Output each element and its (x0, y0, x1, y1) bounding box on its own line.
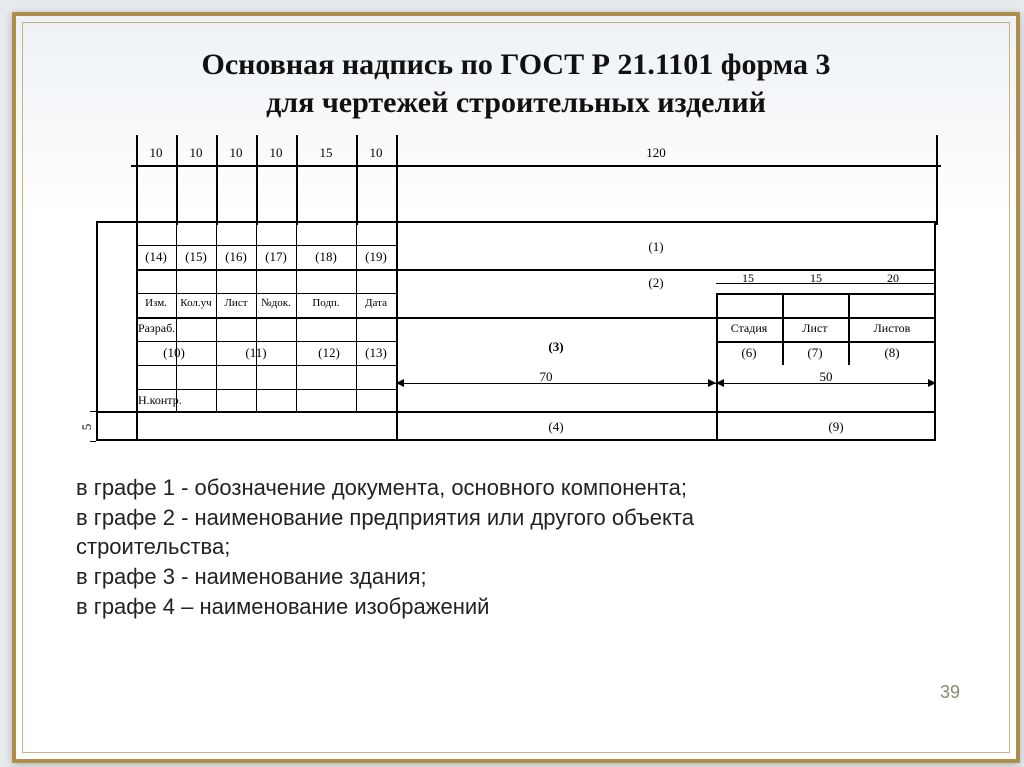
v-line (216, 221, 217, 411)
arrow-icon (716, 379, 724, 387)
dim-label: 10 (260, 145, 292, 161)
cell-razrab: Разраб. (138, 321, 214, 336)
cell: Изм. (136, 297, 176, 309)
cell: (15) (178, 249, 214, 265)
dim-label: 20 (868, 271, 918, 286)
v-line (356, 221, 357, 411)
h-line (396, 317, 936, 319)
cell-4: (4) (516, 419, 596, 435)
arrow-icon (396, 379, 404, 387)
tick (216, 135, 218, 225)
h-line (716, 341, 936, 343)
dim-top-line (131, 165, 941, 167)
h-line (136, 245, 396, 246)
cell: №док. (256, 297, 296, 309)
cell-nkontr: Н.контр. (138, 393, 214, 408)
dim-label: 70 (526, 369, 566, 385)
explain-line: в графе 1 - обозначение документа, основ… (76, 473, 956, 503)
arrow-icon (928, 379, 936, 387)
h-line (136, 341, 396, 342)
cell-2: (2) (616, 275, 696, 291)
tick (136, 135, 138, 225)
tick-5a (90, 411, 96, 412)
page-number: 39 (940, 682, 960, 703)
cell: (11) (226, 345, 286, 361)
cell: Лист (216, 297, 256, 309)
v-line (296, 221, 297, 411)
tick-5b (90, 441, 96, 442)
h-line (396, 269, 936, 271)
h-line (136, 317, 396, 319)
cell: (18) (300, 249, 352, 265)
h-line (136, 389, 396, 390)
cell-9: (9) (796, 419, 876, 435)
v-line (396, 221, 398, 441)
cell: (19) (358, 249, 394, 265)
v-line (256, 221, 257, 411)
title-line-1: Основная надпись по ГОСТ Р 21.1101 форма… (201, 48, 830, 81)
v-line (176, 221, 177, 411)
cell-1: (1) (616, 239, 696, 255)
dim-label: 10 (140, 145, 172, 161)
h-line (136, 293, 396, 294)
cell-stage: Стадия (718, 321, 780, 336)
tick (936, 135, 938, 225)
h-line (96, 411, 936, 413)
cell-7: (7) (784, 345, 846, 361)
tick (356, 135, 358, 225)
cell: (12) (306, 345, 352, 361)
title-block-diagram: 10 10 10 10 15 10 120 (14) (15) (16) (17… (76, 135, 956, 455)
tick (256, 135, 258, 225)
explanation-block: в графе 1 - обозначение документа, основ… (76, 473, 956, 621)
dim-bottom-line (396, 383, 936, 384)
explain-line: в графе 4 – наименование изображений (76, 592, 956, 622)
cell-6: (6) (718, 345, 780, 361)
tick (176, 135, 178, 225)
tick (296, 135, 298, 225)
tick (396, 135, 398, 225)
arrow-icon (708, 379, 716, 387)
cell: Дата (356, 297, 396, 309)
cell-3: (3) (516, 339, 596, 355)
cell: (13) (358, 345, 394, 361)
dim-label: 50 (806, 369, 846, 385)
explain-line: строительства; (76, 532, 956, 562)
cell-8: (8) (850, 345, 934, 361)
dim-label: 10 (220, 145, 252, 161)
cell: (14) (138, 249, 174, 265)
cell-sheets: Листов (850, 321, 934, 336)
explain-line: в графе 2 - наименование предприятия или… (76, 503, 956, 533)
explain-line: в графе 3 - наименование здания; (76, 562, 956, 592)
h-line (136, 365, 396, 366)
dim-label: 10 (360, 145, 392, 161)
h-line (716, 293, 936, 295)
dim-label: 10 (180, 145, 212, 161)
dim-label: 15 (728, 271, 768, 286)
cell: (10) (144, 345, 204, 361)
dim-label: 120 (616, 145, 696, 161)
title-line-2: для чертежей строительных изделий (266, 86, 766, 119)
v-line (716, 293, 718, 441)
cell: (16) (218, 249, 254, 265)
dim-5: 5 (79, 420, 95, 434)
cell: (17) (258, 249, 294, 265)
h-line (136, 269, 396, 271)
cell: Подп. (296, 297, 356, 309)
slide-frame: Основная надпись по ГОСТ Р 21.1101 форма… (12, 12, 1020, 763)
dim-label: 15 (796, 271, 836, 286)
cell-sheet: Лист (784, 321, 846, 336)
slide-title: Основная надпись по ГОСТ Р 21.1101 форма… (76, 46, 956, 121)
dim-label: 15 (306, 145, 346, 161)
cell: Кол.уч (176, 297, 216, 309)
